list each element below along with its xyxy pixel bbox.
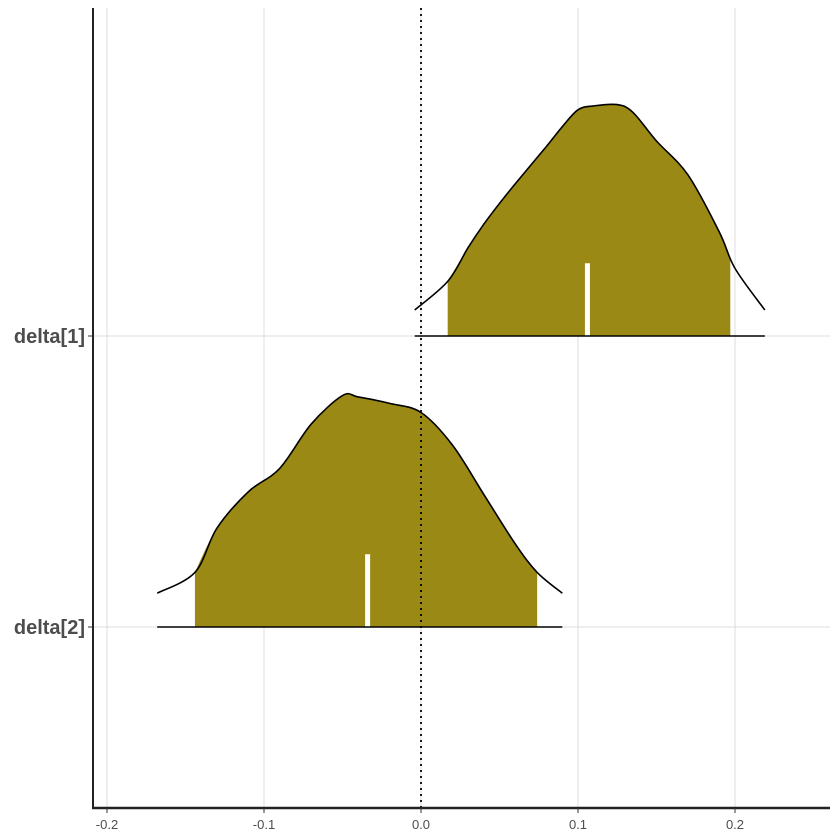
ridge-outline-0: [414, 103, 766, 311]
axes: delta[1] delta[2] -0.2 -0.1 0.0 0.1 0.2: [14, 8, 830, 832]
y-tick-label-1: delta[2]: [14, 617, 85, 639]
y-tick-label-0: delta[1]: [14, 326, 85, 348]
gridlines: [93, 8, 830, 808]
x-tick-label-0: -0.2: [96, 817, 118, 832]
density-ridges: [156, 103, 766, 628]
ridge-0: [414, 103, 766, 337]
x-tick-label-3: 0.1: [569, 817, 587, 832]
x-tick-label-1: -0.1: [253, 817, 275, 832]
x-tick-label-2: 0.0: [412, 817, 430, 832]
ridge-interval-area-1: [194, 393, 538, 627]
x-tick-label-4: 0.2: [726, 817, 744, 832]
ridge-1: [156, 392, 563, 628]
ridge-outline-1: [156, 392, 563, 594]
ridge-interval-area-0: [447, 104, 731, 336]
